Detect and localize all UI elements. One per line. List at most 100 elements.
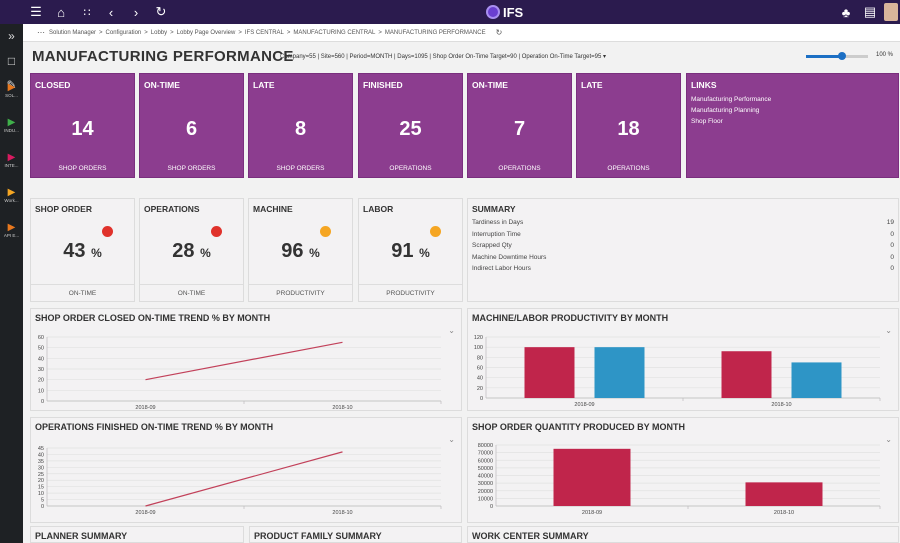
breadcrumb-item[interactable]: IFS CENTRAL: [244, 29, 284, 36]
sidebar-app-label: INDU...: [4, 128, 19, 133]
kpi-unit: %: [91, 246, 102, 260]
y-tick-label: 0: [41, 504, 44, 510]
summary-label: Tardiness in Days: [472, 219, 524, 226]
ifs-logo-mark-icon: [486, 5, 500, 19]
chart-title: SHOP ORDER CLOSED ON-TIME TREND % BY MON…: [35, 313, 271, 323]
product-family-summary-panel: PRODUCT FAMILY SUMMARY: [249, 526, 462, 543]
page-parameters[interactable]: Company=55 | Site=560 | Period=MONTH | D…: [280, 54, 606, 60]
apps-grid-icon[interactable]: ∷: [83, 6, 91, 19]
kpi-label: ON-TIME: [68, 290, 97, 297]
kpi-value-wrap: 91 %: [359, 240, 462, 263]
bar[interactable]: [745, 482, 823, 506]
breadcrumb-refresh-icon[interactable]: ↻: [495, 28, 503, 37]
status-indicator-icon: [102, 226, 113, 237]
left-sidebar: » □ ✎ ▶ SOL... ▶ INDU... ▶ INTE... ▶ Work... ▶ AP…: [0, 24, 23, 543]
y-tick-label: 30: [38, 465, 44, 471]
stat-tile-2[interactable]: LATE 8 SHOP ORDERS: [248, 73, 353, 178]
kpi-label: PRODUCTIVITY: [276, 290, 325, 297]
summary-label: Scrapped Qty: [472, 242, 512, 249]
inbox-icon[interactable]: ▤: [863, 4, 877, 19]
stat-tile-0[interactable]: CLOSED 14 SHOP ORDERS: [30, 73, 135, 178]
stat-tile-3[interactable]: FINISHED 25 OPERATIONS: [358, 73, 463, 178]
expand-sidebar-icon[interactable]: »: [8, 29, 15, 43]
breadcrumb-item[interactable]: MANUFACTURING PERFORMANCE: [384, 29, 486, 36]
y-tick-label: 120: [474, 335, 483, 341]
summary-label: Machine Downtime Hours: [472, 253, 547, 261]
breadcrumb-separator: >: [170, 29, 174, 36]
bar[interactable]: [721, 351, 772, 398]
tile-unit: OPERATIONS: [607, 165, 650, 172]
sidebar-app-1[interactable]: ▶ INDU...: [0, 117, 23, 134]
summary-value: 19: [886, 219, 894, 226]
collapse-chevron-icon[interactable]: ⌄: [448, 326, 455, 335]
y-tick-label: 60: [477, 366, 483, 372]
link-item[interactable]: Manufacturing Planning: [691, 107, 760, 114]
zoom-value: 100 %: [876, 52, 894, 58]
link-item[interactable]: Manufacturing Performance: [691, 96, 772, 103]
bar[interactable]: [524, 347, 575, 398]
breadcrumb-separator: >: [286, 29, 291, 36]
y-tick-label: 50: [38, 346, 44, 352]
y-tick-label: 10: [38, 491, 44, 497]
summary-label: Indirect Labor Hours: [472, 265, 531, 272]
breadcrumb-item[interactable]: Lobby: [150, 29, 168, 36]
hamburger-menu-icon[interactable]: ☰: [30, 4, 42, 19]
y-tick-label: 20: [38, 478, 44, 484]
y-tick-label: 15: [38, 485, 44, 491]
bar[interactable]: [791, 362, 842, 398]
stat-tile-5[interactable]: LATE 18 OPERATIONS: [576, 73, 681, 178]
y-tick-label: 50000: [478, 466, 493, 472]
refresh-icon[interactable]: ↻: [155, 4, 167, 19]
status-indicator-icon: [320, 226, 331, 237]
breadcrumb-separator: >: [99, 29, 103, 36]
forward-arrow-icon[interactable]: ›: [133, 4, 139, 20]
series-line: [145, 341, 343, 381]
edit-pencil-icon[interactable]: ✎: [6, 78, 17, 92]
sidebar-app-3[interactable]: ▶ Work...: [0, 187, 23, 204]
home-icon[interactable]: ⌂: [57, 4, 65, 20]
tile-unit: OPERATIONS: [498, 165, 541, 172]
stat-tile-4[interactable]: ON-TIME 7 OPERATIONS: [467, 73, 572, 178]
zoom-slider-handle[interactable]: [837, 52, 846, 60]
breadcrumb-item[interactable]: MANUFACTURING CENTRAL: [293, 29, 376, 36]
top-bar: ☰ ⌂ ∷ ‹ › ↻ IFS ♣ ▤: [0, 0, 900, 24]
kpi-value: 28: [172, 240, 195, 262]
kpi-label: ON-TIME: [177, 290, 206, 297]
x-tick-label: 2018-10: [774, 510, 794, 516]
stat-tile-1[interactable]: ON-TIME 6 SHOP ORDERS: [139, 73, 244, 178]
sidebar-app-4[interactable]: ▶ API E...: [0, 222, 23, 239]
bookmark-icon[interactable]: □: [7, 54, 16, 68]
y-tick-label: 20: [38, 378, 44, 384]
play-icon: ▶: [7, 222, 16, 233]
tile-unit: OPERATIONS: [389, 165, 432, 172]
bar[interactable]: [594, 347, 645, 398]
y-tick-label: 5: [41, 498, 44, 504]
x-tick-label: 2018-09: [135, 405, 155, 410]
y-tick-label: 35: [38, 459, 44, 465]
kpi-value: 91: [391, 240, 414, 262]
collapse-chevron-icon[interactable]: ⌄: [885, 326, 892, 335]
y-tick-label: 10: [38, 388, 44, 394]
bar[interactable]: [553, 448, 631, 506]
collapse-chevron-icon[interactable]: ⌄: [885, 435, 892, 444]
sidebar-app-label: Work...: [4, 198, 19, 203]
sidebar-app-0[interactable]: ▶ SOL...: [0, 82, 23, 99]
y-tick-label: 0: [480, 396, 483, 402]
collapse-chevron-icon[interactable]: ⌄: [448, 435, 455, 444]
breadcrumb-item[interactable]: Configuration: [105, 29, 142, 36]
divider: [249, 284, 352, 285]
tile-unit: SHOP ORDERS: [167, 165, 216, 172]
y-tick-label: 40: [38, 452, 44, 458]
link-item[interactable]: Shop Floor: [691, 118, 723, 125]
breadcrumb-item[interactable]: Lobby Page Overview: [176, 29, 236, 36]
user-avatar[interactable]: [884, 3, 898, 21]
zoom-slider[interactable]: 100 %: [806, 51, 896, 61]
summary-value: 0: [890, 242, 894, 249]
sidebar-app-2[interactable]: ▶ INTE...: [0, 152, 23, 169]
breadcrumb-more-icon[interactable]: ⋯: [37, 28, 45, 37]
back-arrow-icon[interactable]: ‹: [108, 4, 114, 20]
notification-bell-icon[interactable]: ♣: [841, 4, 851, 20]
kpi-value: 96: [281, 240, 304, 262]
x-tick-label: 2018-10: [771, 402, 791, 408]
breadcrumb-item[interactable]: Solution Manager: [49, 29, 97, 36]
